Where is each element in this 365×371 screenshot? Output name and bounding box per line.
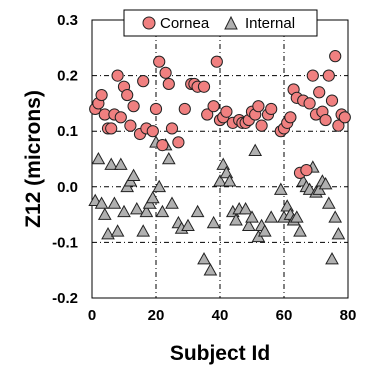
y-tick-label: 0.3	[57, 12, 78, 29]
legend: Cornea Internal	[123, 9, 318, 37]
y-tick-label: -0.1	[52, 234, 78, 251]
internal-point	[289, 210, 304, 223]
internal-point	[110, 224, 125, 237]
internal-point	[145, 190, 160, 204]
internal-point	[190, 204, 205, 218]
internal-point	[181, 218, 195, 232]
legend-box	[123, 9, 318, 37]
cornea-point	[178, 102, 191, 116]
cornea-point	[252, 100, 265, 113]
cornea-point	[303, 97, 316, 110]
cornea-point	[111, 69, 124, 82]
cornea-point	[165, 122, 179, 135]
cornea-point	[338, 111, 351, 124]
internal-point	[318, 176, 333, 190]
legend-label-internal: Internal	[245, 15, 295, 32]
grid-lines	[92, 20, 348, 298]
internal-point	[126, 168, 141, 181]
cornea-point	[124, 119, 137, 132]
cornea-point	[319, 113, 332, 127]
internal-point	[203, 263, 218, 276]
internal-point	[97, 207, 112, 220]
cornea-point	[156, 139, 169, 152]
internal-point	[273, 182, 288, 195]
y-tick-label: -0.2	[52, 290, 78, 307]
cornea-point	[159, 66, 172, 79]
internal-point	[155, 204, 170, 218]
y-tick-label: 0.2	[57, 68, 78, 85]
x-tick-label: 60	[276, 307, 293, 324]
internal-point	[206, 215, 221, 229]
cornea-point	[329, 50, 342, 63]
x-tick-labels: 0 20 40 60 80	[88, 307, 357, 324]
internal-point	[325, 252, 339, 265]
internal-point	[136, 224, 151, 237]
y-tick-label: 0.0	[57, 179, 78, 196]
internal-point	[117, 204, 131, 218]
y-axis-title: Z12 (microns)	[22, 90, 45, 228]
y-tick-labels: -0.2 -0.1 0.0 0.1 0.2 0.3	[52, 12, 78, 307]
internal-point	[264, 210, 279, 223]
internal-point	[152, 179, 167, 193]
internal-point	[94, 196, 109, 209]
internal-point	[248, 143, 263, 156]
internal-point	[245, 210, 259, 223]
cornea-point	[300, 164, 313, 177]
internal-point	[91, 151, 106, 165]
cornea-point	[201, 108, 214, 121]
internal-point	[238, 202, 253, 215]
x-tick-label: 0	[88, 307, 96, 324]
cornea-point	[220, 105, 233, 118]
internal-point	[293, 224, 307, 237]
cornea-point	[284, 111, 297, 124]
internal-point	[104, 157, 119, 170]
x-axis-title: Subject Id	[170, 342, 270, 365]
internal-point	[197, 252, 211, 265]
legend-marker-internal	[224, 15, 238, 30]
cornea-point	[265, 102, 278, 116]
legend-marker-cornea	[142, 16, 156, 30]
internal-point	[107, 196, 122, 209]
cornea-point	[255, 119, 268, 132]
cornea-point	[114, 111, 127, 124]
cornea-point	[153, 55, 166, 68]
cornea-point	[207, 100, 220, 113]
internal-point	[129, 202, 144, 215]
cornea-point	[162, 77, 175, 91]
cornea-point	[146, 125, 159, 138]
cornea-point	[306, 69, 319, 82]
cornea-point	[95, 88, 108, 102]
cornea-point	[127, 100, 140, 113]
cornea-point	[322, 69, 335, 82]
internal-point	[321, 196, 336, 209]
internal-point	[241, 218, 256, 232]
cornea-point	[313, 86, 326, 99]
internal-point	[257, 224, 272, 237]
cornea-point	[325, 94, 339, 107]
y-tick-label: 0.1	[57, 123, 78, 140]
cornea-point	[121, 88, 134, 102]
cornea-point	[137, 75, 150, 88]
internal-point	[139, 204, 154, 218]
internal-point	[331, 227, 346, 240]
x-tick-label: 80	[340, 307, 357, 324]
internal-point	[213, 174, 227, 187]
internal-point	[113, 157, 128, 170]
x-tick-label: 40	[212, 307, 229, 324]
internal-point	[229, 213, 243, 226]
cornea-point	[332, 119, 345, 132]
internal-point	[165, 196, 179, 209]
cornea-point	[172, 136, 185, 149]
internal-point	[328, 210, 343, 223]
x-tick-label: 20	[148, 307, 165, 324]
cornea-point	[105, 122, 118, 135]
series-cornea	[89, 50, 351, 179]
cornea-point	[197, 80, 211, 93]
legend-label-cornea: Cornea	[160, 15, 210, 32]
internal-point	[161, 151, 176, 165]
internal-point	[222, 174, 237, 187]
cornea-point	[149, 102, 163, 116]
cornea-point	[210, 55, 223, 68]
